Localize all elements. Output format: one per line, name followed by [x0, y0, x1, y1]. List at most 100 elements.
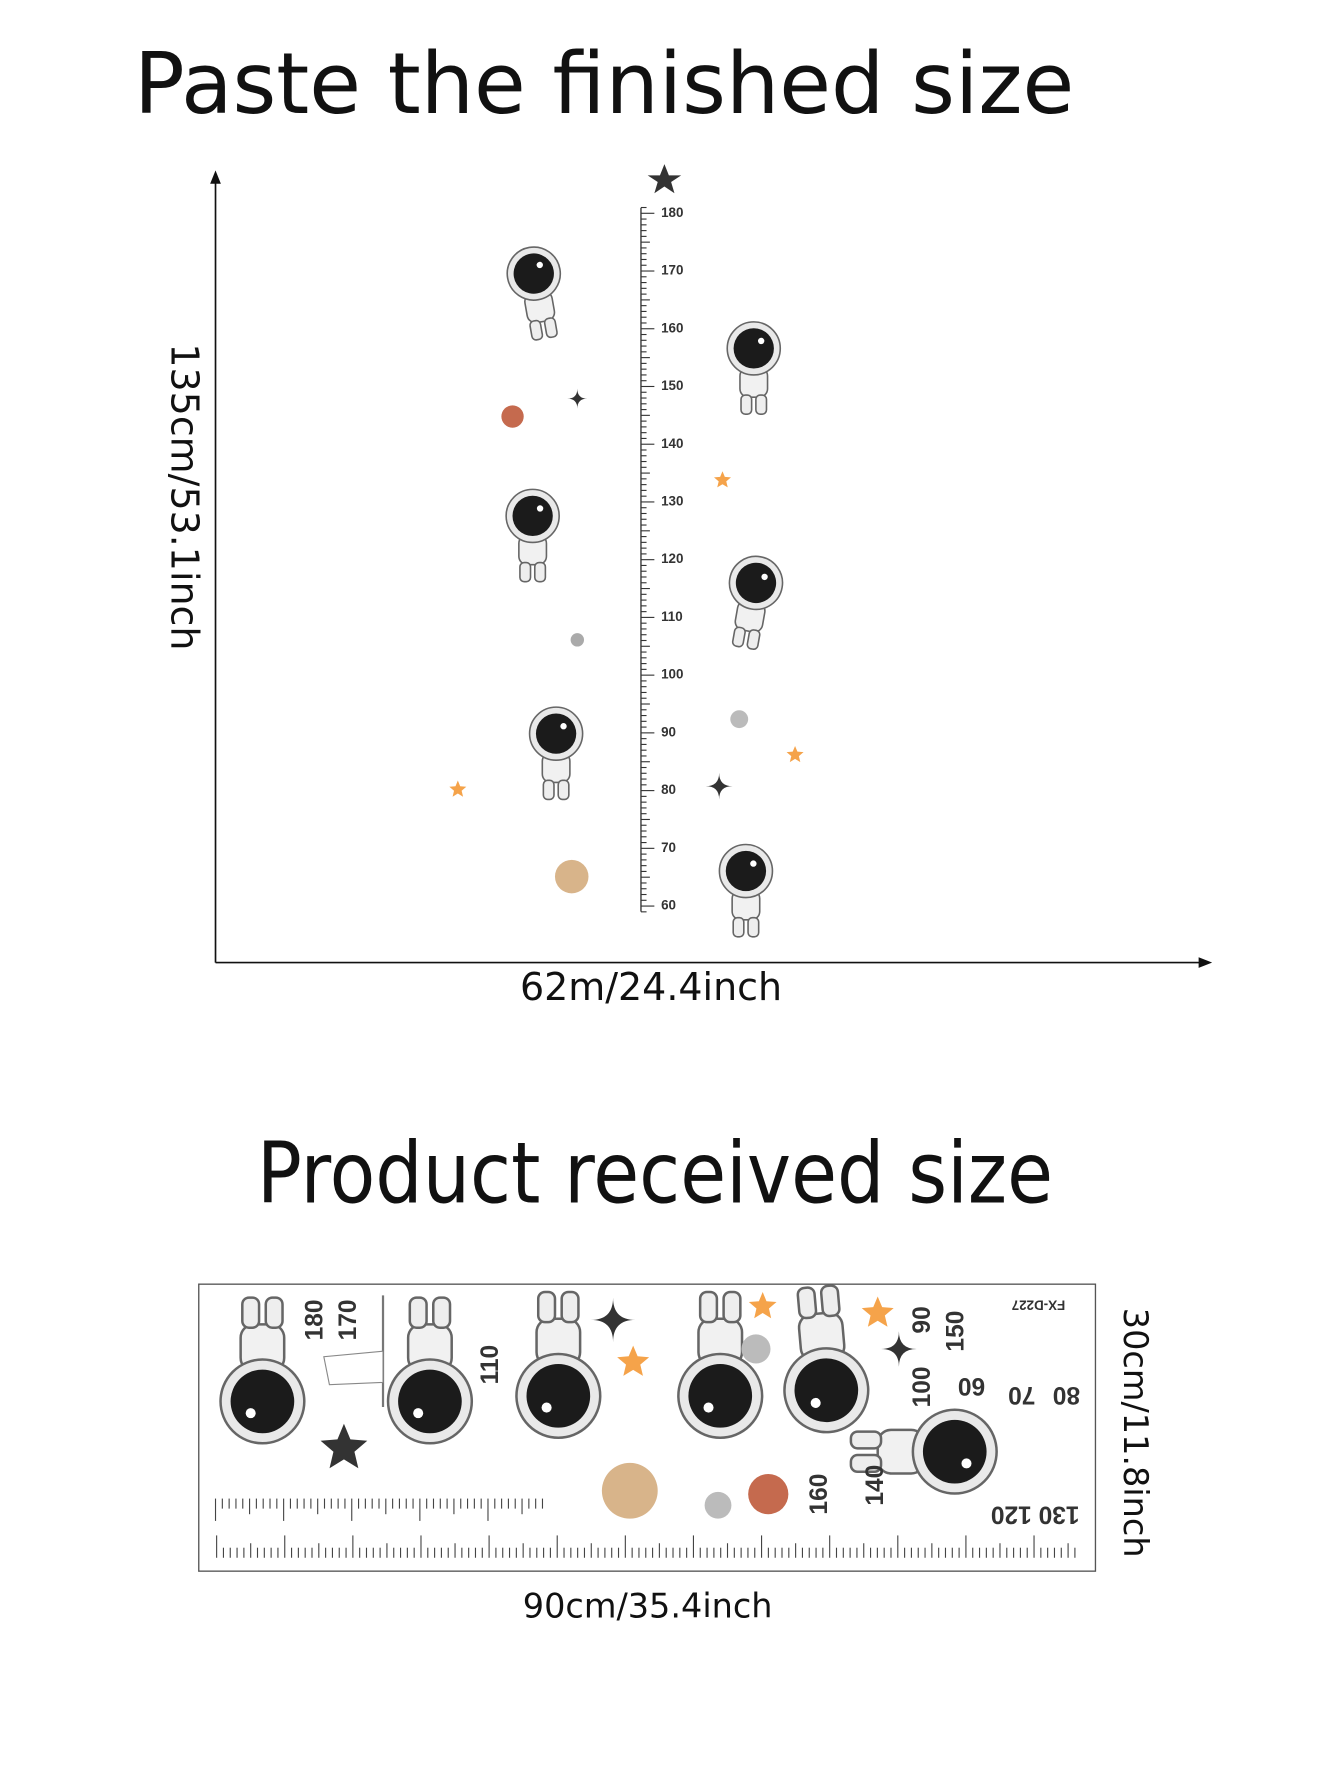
star	[861, 1296, 894, 1327]
astronaut-leg	[557, 779, 570, 801]
sheet-label: FX-D227	[1012, 1298, 1066, 1313]
astronaut-visor	[230, 1369, 295, 1434]
astronaut-visor	[526, 1364, 591, 1428]
astronaut-shine	[761, 573, 768, 581]
astronaut-leg	[241, 1296, 261, 1329]
astronaut-leg	[529, 319, 544, 341]
planet	[730, 710, 749, 729]
astronaut-leg	[519, 561, 532, 583]
astronaut-leg	[819, 1284, 841, 1318]
sparkle	[881, 1331, 917, 1367]
astronaut-leg	[849, 1430, 883, 1450]
planet	[748, 1474, 789, 1515]
astronaut-leg	[731, 626, 746, 648]
astronaut-visor	[922, 1419, 987, 1484]
astronaut-shine	[560, 723, 567, 730]
sheet-width-label: 90cm/35.4inch	[523, 1587, 773, 1626]
astronaut-visor	[535, 713, 577, 754]
sheet-label: 150	[942, 1311, 969, 1352]
ruler-label: 80	[661, 782, 676, 797]
star	[748, 1291, 777, 1319]
received-title: Product received size	[257, 1125, 1053, 1224]
astronaut-leg	[408, 1296, 428, 1329]
astronaut-leg	[755, 394, 768, 415]
star	[617, 1345, 650, 1376]
sparkle	[590, 1297, 636, 1343]
astronaut	[726, 321, 782, 415]
ruler-label: 110	[661, 609, 683, 624]
astronaut-shine	[750, 860, 757, 867]
astronaut	[506, 246, 562, 341]
astronaut-leg	[264, 1296, 284, 1329]
astronaut-leg	[560, 1290, 580, 1324]
astronaut	[783, 1284, 870, 1434]
astronaut	[505, 488, 560, 583]
planet	[741, 1334, 771, 1364]
astronaut-shine	[536, 505, 544, 512]
sheet-label: 60	[958, 1372, 985, 1399]
astronaut	[386, 1296, 474, 1445]
sheet-label: 90	[909, 1306, 936, 1333]
astronaut-leg	[849, 1453, 883, 1474]
sheet-label: 70	[1008, 1381, 1035, 1408]
sheet-label: 140	[862, 1465, 889, 1506]
astronaut-leg	[543, 317, 558, 339]
astronaut-visor	[512, 495, 553, 537]
astronaut-leg	[732, 916, 745, 938]
star	[320, 1423, 368, 1469]
flag	[323, 1350, 384, 1386]
ruler-label: 140	[661, 436, 683, 451]
ruler-label: 60	[661, 898, 676, 913]
height-label: 135cm/53.1inch	[163, 343, 207, 650]
ruler-label: 120	[661, 551, 683, 566]
astronaut-leg	[698, 1290, 719, 1324]
astronaut-visor	[725, 850, 767, 892]
astronaut-leg	[722, 1290, 742, 1324]
sheet-label: 80	[1053, 1381, 1080, 1408]
sheet-label: 100	[909, 1366, 936, 1407]
astronaut-leg	[740, 394, 753, 415]
astronaut	[515, 1290, 602, 1439]
ruler-label: 150	[661, 378, 683, 393]
astronaut-shine	[757, 337, 765, 345]
astronaut-shine	[245, 1408, 256, 1419]
star-icon	[647, 164, 682, 194]
planet	[501, 405, 524, 428]
sheet-label: 170	[335, 1299, 362, 1340]
star	[713, 471, 731, 488]
page-title: Paste the finished size	[134, 35, 1074, 134]
sparkle	[567, 388, 588, 409]
planet	[704, 1491, 732, 1519]
astronaut-visor	[513, 253, 554, 294]
planet	[601, 1462, 658, 1519]
sheet-outline	[198, 1283, 1097, 1572]
astronaut	[718, 843, 774, 938]
ruler-label: 130	[661, 493, 683, 508]
sheet-label: 180	[302, 1299, 329, 1340]
astronaut	[677, 1290, 764, 1439]
ruler-label: 100	[661, 667, 683, 682]
sheet-label: 130 120	[991, 1501, 1080, 1528]
astronaut	[728, 555, 784, 651]
astronaut	[849, 1408, 998, 1495]
astronaut-leg	[746, 629, 761, 651]
astronaut-shine	[703, 1402, 714, 1413]
astronaut-shine	[541, 1402, 552, 1413]
star	[786, 745, 804, 763]
ruler-label: 160	[661, 320, 683, 335]
astronaut	[528, 706, 584, 801]
planet	[570, 633, 585, 647]
width-label: 62m/24.4inch	[520, 965, 782, 1009]
astronaut-leg	[796, 1286, 818, 1320]
astronaut-shine	[413, 1408, 424, 1419]
ruler-label: 180	[661, 205, 683, 220]
planet	[554, 859, 589, 894]
ruler-label: 170	[661, 263, 683, 278]
astronaut-leg	[542, 779, 555, 801]
sheet-label: 110	[477, 1345, 504, 1385]
astronaut-visor	[688, 1364, 753, 1428]
astronaut-visor	[398, 1369, 462, 1434]
sheet-height-label: 30cm/11.8inch	[1116, 1308, 1155, 1558]
